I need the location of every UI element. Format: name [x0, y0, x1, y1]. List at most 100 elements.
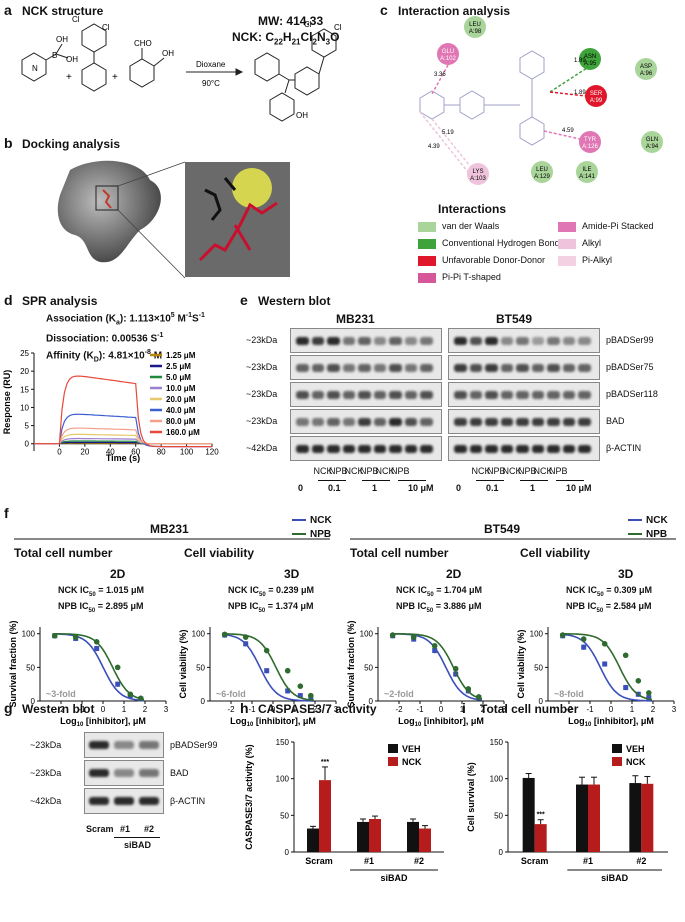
f-legend-label: NPB	[646, 529, 668, 540]
residue-label: ASN	[584, 54, 596, 60]
western-blot-g: ~23kDa pBADSer99 ~23kDa BAD ~42kDa β-ACTIN Scr…	[0, 720, 235, 920]
blot-band	[373, 417, 386, 426]
oh4-label: OH	[296, 111, 308, 120]
spr-xtick: 40	[106, 448, 115, 457]
ic50-npb: NPB IC50 = 1.374 μM	[228, 600, 314, 614]
residue-ile141	[576, 161, 598, 183]
sibad-label: siBAD	[380, 873, 408, 883]
lane-label: NPB	[329, 466, 348, 476]
f-legend-item: NCK	[292, 515, 332, 526]
dose-bracket	[398, 480, 426, 481]
lane-label: NPB	[487, 466, 506, 476]
f-xtick: 3	[164, 705, 169, 714]
lane-label: NCK	[313, 466, 333, 476]
dose-label: 0	[298, 483, 304, 493]
dose-bracket	[556, 480, 584, 481]
f-xlabel: Log10 [inhibitor], μM	[230, 716, 316, 728]
data-point	[559, 632, 566, 638]
blot-band	[516, 336, 529, 345]
residue-label-num: A:129	[534, 174, 550, 180]
blot-band	[89, 741, 109, 749]
mw-marker: ~23kDa	[30, 740, 62, 750]
f-xtick: 1	[292, 705, 297, 714]
plus1: +	[66, 72, 72, 83]
residue-label-num: A:94	[646, 144, 659, 150]
spr-legend-label: 80.0 μM	[166, 417, 196, 426]
mw-marker: ~23kDa	[30, 768, 62, 778]
f-xtick: 2	[651, 705, 656, 714]
blot-band	[500, 444, 513, 453]
f-dim-label: 3D	[284, 567, 300, 581]
residue-label-num: A:99	[590, 98, 603, 104]
blot-band	[454, 417, 467, 426]
residue-asn95	[579, 48, 601, 70]
survival-bar-chart: 0 50 100 150 Cell survival (%) Scram #1 #2 *** si…	[466, 738, 668, 883]
dose-label: 0.1	[486, 483, 499, 493]
blot-band	[389, 444, 402, 453]
ic50-nck: NCK IC50 = 1.015 μM	[58, 585, 144, 598]
panel-c-title: Interaction analysis	[398, 4, 511, 18]
f-xtick: 2	[313, 705, 318, 714]
blot-strip	[84, 788, 164, 814]
f-xtick: 2	[143, 705, 148, 714]
blot-strip	[448, 409, 600, 434]
bar-category: Scram	[305, 856, 333, 866]
panel-g-letter: g	[4, 700, 13, 716]
data-point	[635, 678, 642, 684]
blot-band	[296, 390, 309, 399]
blot-band	[296, 363, 309, 372]
blot-band	[547, 363, 560, 372]
blot-band	[578, 444, 591, 453]
dose-label: 10 μM	[408, 483, 434, 493]
spr-curve	[34, 427, 212, 445]
f-header	[14, 538, 676, 540]
bar-ytick: 100	[490, 775, 504, 784]
residue-leu98	[464, 16, 486, 38]
f-xtick: 2	[481, 705, 486, 714]
blot-band	[485, 363, 498, 372]
f-ytick: 0	[201, 697, 206, 706]
blot-band	[89, 769, 109, 777]
f-ytick: 0	[539, 697, 544, 706]
blot-band	[311, 444, 324, 453]
panel-a-letter: a	[4, 2, 12, 18]
f-xtick: 0	[271, 705, 276, 714]
dose-response-chart: 0 50 100 -2 -1 0 1 2 3 Cell viability (%) Log10 [i…	[178, 627, 339, 728]
bar	[369, 819, 381, 852]
mw-marker: ~42kDa	[30, 796, 62, 806]
f-ytick: 50	[26, 663, 35, 672]
ic50-text: NCK IC50 = 1.015 μM NPB IC50 = 2.895 μM	[58, 585, 144, 617]
spr-legend-label: 2.5 μM	[166, 362, 191, 371]
blot-band	[358, 336, 371, 345]
significance-star: ***	[321, 759, 329, 766]
ic50-text: NCK IC50 = 1.704 μM NPB IC50 = 3.886 μM	[396, 585, 482, 617]
residue-label: ASP	[640, 64, 652, 70]
blot-strip	[448, 436, 600, 461]
f-legend-item: NCK	[628, 515, 668, 526]
blot-band	[420, 444, 433, 453]
blot-band	[562, 417, 575, 426]
f-xtick: -1	[586, 705, 594, 714]
ic50-npb: NPB IC50 = 3.886 μM	[396, 600, 482, 614]
f-xtick: 0	[439, 705, 444, 714]
f-ytick: 50	[364, 663, 373, 672]
dose-response-chart: 0 50 100 -2 -1 0 1 2 3 Survival fraction (%) Log10…	[346, 620, 507, 728]
blot-band	[485, 444, 498, 453]
spr-legend-label: 5.0 μM	[166, 373, 191, 382]
blot-band	[516, 417, 529, 426]
ic50-text: NCK IC50 = 0.309 μM NPB IC50 = 2.584 μM	[566, 585, 652, 617]
data-point	[93, 639, 100, 645]
protein-label: BAD	[170, 768, 189, 778]
ic50-nck: NCK IC50 = 1.704 μM	[396, 585, 482, 598]
spr-legend-label: 160.0 μM	[166, 428, 200, 437]
blot-band	[516, 363, 529, 372]
blot-band	[547, 390, 560, 399]
legend-label: van der Waals	[442, 221, 500, 231]
data-point	[297, 683, 304, 689]
f-dim-label: 2D	[446, 567, 462, 581]
blot-band	[469, 390, 482, 399]
blot-strip	[290, 436, 442, 461]
blot-band	[327, 417, 340, 426]
bar	[407, 821, 419, 852]
